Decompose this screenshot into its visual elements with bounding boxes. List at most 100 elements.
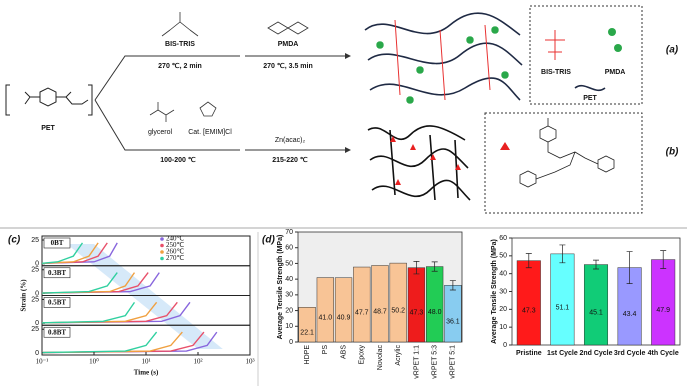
x-tick-label: HDPE	[304, 345, 311, 365]
reagent-sketch	[149, 12, 309, 122]
glycerol-ester-structure	[519, 118, 615, 188]
y-tick-label: 60	[499, 235, 507, 242]
y-axis-label: Average Tensile Strength (MPa)	[277, 235, 284, 340]
strain-curve	[41, 331, 158, 354]
y-tick-label: 25	[31, 267, 39, 274]
network-b	[367, 125, 471, 201]
error-bar	[449, 280, 456, 291]
value-label: 40.9	[337, 315, 351, 322]
pet-label: PET	[41, 125, 55, 132]
x-tick-label: 2nd Cycle	[579, 350, 612, 357]
y-axis-label: Average Tensile Strength (MPa)	[491, 239, 498, 344]
value-label: 48.0	[428, 309, 442, 316]
value-label: 47.3	[522, 308, 536, 315]
reagent-label: BIS-TRIS	[165, 41, 195, 48]
error-bar	[593, 259, 599, 270]
value-label: 51.1	[556, 304, 570, 311]
y-tick-label: 25	[31, 237, 39, 244]
panel-label: (c)	[8, 235, 21, 246]
y-axis-label: Strain (%)	[20, 279, 28, 312]
x-tick-label: Pristine	[516, 350, 542, 357]
network-a	[364, 12, 523, 101]
value-label: 47.3	[410, 310, 424, 317]
value-label: 48.7	[373, 309, 387, 316]
y-tick-label: 60	[285, 245, 293, 252]
x-tick-label: ABS	[340, 345, 347, 359]
legend-box	[529, 5, 643, 105]
panel-label: (d)	[262, 235, 275, 246]
subplot-label-box	[43, 297, 71, 308]
legend-label: PET	[583, 95, 597, 102]
legend-label: 260℃	[166, 248, 185, 256]
legend-marker	[160, 250, 164, 254]
x-tick-label: vRPET 1:1	[413, 345, 420, 379]
x-tick-label: 10¹	[141, 358, 150, 366]
x-tick-label: Novolac	[377, 345, 384, 371]
legend-marker	[160, 243, 164, 248]
value-label: 47.7	[355, 309, 369, 316]
subplot-label-box	[43, 237, 71, 249]
bar	[426, 266, 444, 343]
x-axis-label: Time (s)	[134, 369, 159, 377]
x-tick-label: PS	[322, 345, 329, 355]
reaction-arrows	[94, 53, 351, 153]
value-label: 22.1	[300, 329, 314, 336]
pet-structure	[5, 84, 93, 116]
subplot-label-box	[43, 267, 71, 279]
y-tick-label: 30	[499, 288, 507, 295]
subplot-label: 0.3BT	[48, 269, 66, 277]
y-tick-label: 20	[499, 306, 507, 313]
x-tick-label: Acrylic	[395, 345, 402, 366]
x-tick-label: vRPET 5:1	[450, 345, 457, 379]
bar	[389, 262, 407, 343]
x-tick-label: 10⁻¹	[36, 358, 49, 366]
error-bar	[525, 253, 532, 269]
y-tick-label: 40	[285, 276, 293, 283]
y-tick-label: 0	[289, 339, 293, 346]
crosslink-triangles	[390, 136, 461, 185]
strain-curve	[41, 242, 99, 264]
structure-box	[484, 112, 643, 214]
x-tick-label: 10²	[193, 358, 202, 366]
crosslink-icon	[500, 142, 510, 150]
error-bar	[431, 261, 438, 272]
legend-label: BIS-TRIS	[541, 69, 571, 76]
y-tick-label: 40	[499, 271, 507, 278]
legend-icon	[608, 28, 616, 36]
legend-label: 240℃	[166, 235, 185, 243]
strain-curve	[41, 272, 118, 294]
bar	[353, 266, 371, 343]
legend-marker	[160, 256, 164, 261]
y-tick-label: 0	[35, 261, 39, 268]
x-tick-label: 10⁰	[89, 358, 99, 366]
bar	[444, 285, 462, 343]
y-tick-label: 25	[31, 296, 39, 303]
x-tick-label: 1st Cycle	[547, 350, 578, 357]
bar	[334, 277, 353, 343]
y-tick-label: 0	[35, 350, 39, 357]
reagent-label: glycerol	[148, 129, 173, 136]
subplot-label-box	[43, 326, 71, 338]
value-label: 50.2	[391, 307, 405, 314]
panel-label: (a)	[666, 45, 679, 56]
bar	[583, 264, 609, 346]
legend-marker	[160, 237, 164, 241]
legend-icon	[574, 84, 606, 92]
y-tick-label: 70	[285, 229, 293, 236]
legend-label: 250℃	[166, 241, 185, 249]
condition-label: 215-220 ℃	[272, 156, 308, 164]
y-tick-label: 25	[31, 326, 39, 333]
y-tick-label: 0	[35, 290, 39, 297]
trend-band	[66, 244, 223, 349]
y-tick-label: 50	[499, 253, 507, 260]
y-tick-label: 10	[285, 323, 293, 330]
y-tick-label: 0	[35, 320, 39, 327]
x-tick-label: vRPET 5:3	[432, 345, 439, 379]
y-tick-label: 20	[285, 307, 293, 314]
reagent-label: Zn(acac)₂	[275, 137, 306, 144]
error-bar	[413, 261, 420, 275]
pmda-dots	[375, 25, 510, 105]
error-bar	[660, 250, 667, 269]
subplot-label: 0BT	[51, 239, 64, 247]
